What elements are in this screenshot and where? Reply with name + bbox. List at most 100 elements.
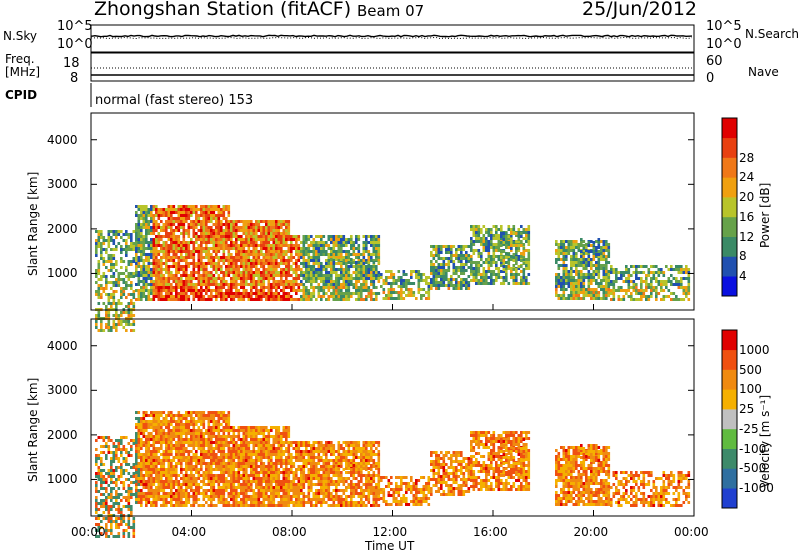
heatmap-cell [145,268,148,271]
heatmap-cell [112,302,116,305]
heatmap-cell [352,283,356,286]
heatmap-cell [127,463,131,466]
noise-panel-frame [90,24,695,53]
heatmap-cell [205,280,208,283]
heatmap-cell [130,475,133,478]
heatmap-cell [467,245,471,248]
heatmap-cell [335,283,338,286]
heatmap-cell [292,268,296,271]
heatmap-cell [605,273,608,276]
heatmap-cell [565,267,568,270]
heatmap-cell [192,295,196,298]
heatmap-cell [185,435,188,438]
heatmap-cell [680,283,683,286]
heatmap-cell [167,274,171,277]
heatmap-cell [112,445,116,448]
heatmap-cell [127,478,131,481]
heatmap-cell [567,276,571,279]
heatmap-cell [105,457,108,460]
heatmap-cell [117,493,121,496]
heatmap-cell [172,253,176,256]
heatmap-cell [440,281,443,284]
heatmap-cell [562,264,566,267]
heatmap-cell [410,294,413,297]
heatmap-cell [187,283,191,286]
heatmap-cell [125,239,128,242]
heatmap-cell [220,238,223,241]
heatmap-cell [282,289,286,292]
heatmap-cell [320,244,323,247]
heatmap-cell [140,417,143,420]
heatmap-cell [472,240,476,243]
heatmap-cell [262,220,266,223]
heatmap-cell [452,287,456,290]
heatmap-cell [340,298,343,301]
heatmap-cell [162,501,166,504]
heatmap-cell [150,456,153,459]
heatmap-cell [167,414,171,417]
heatmap-cell [170,283,173,286]
heatmap-cell [170,450,173,453]
heatmap-cell [95,448,98,451]
heatmap-cell [210,208,213,211]
heatmap-cell [132,296,136,299]
heatmap-cell [200,414,203,417]
heatmap-cell [170,420,173,423]
heatmap-cell [112,442,116,445]
heatmap-cell [562,255,566,258]
heatmap-cell [175,483,178,486]
heatmap-cell [160,262,163,265]
heatmap-cell [587,255,591,258]
heatmap-cell [165,447,168,450]
heatmap-cell [432,269,436,272]
heatmap-cell [195,429,198,432]
heatmap-cell [115,520,118,523]
heatmap-cell [292,283,296,286]
heatmap-cell [217,232,221,235]
heatmap-cell [587,244,591,247]
heatmap-cell [197,447,201,450]
heatmap-cell [245,280,248,283]
heatmap-cell [112,520,116,523]
heatmap-cell [645,298,648,301]
heatmap-cell [190,277,193,280]
heatmap-cell [590,264,593,267]
heatmap-cell [187,501,191,504]
heatmap-cell [175,429,178,432]
heatmap-cell [255,238,258,241]
heatmap-cell [562,297,566,300]
heatmap-cell [270,292,273,295]
heatmap-cell [187,211,191,214]
heatmap-cell [120,311,123,314]
heatmap-cell [177,286,181,289]
heatmap-cell [190,292,193,295]
heatmap-cell [182,223,186,226]
heatmap-cell [215,286,218,289]
heatmap-cell [95,517,98,520]
heatmap-cell [585,264,588,267]
heatmap-cell [100,478,103,481]
heatmap-cell [230,238,233,241]
heatmap-cell [290,259,293,262]
heatmap-cell [150,268,153,271]
heatmap-cell [95,457,98,460]
heatmap-cell [585,249,588,252]
heatmap-cell [195,423,198,426]
heatmap-cell [350,283,353,286]
heatmap-cell [340,258,343,261]
heatmap-cell [652,274,656,277]
heatmap-cell [452,278,456,281]
heatmap-cell [565,246,568,249]
heatmap-cell [255,226,258,229]
heatmap-cell [185,256,188,259]
heatmap-cell [265,241,268,244]
heatmap-cell [192,459,196,462]
heatmap-cell [205,444,208,447]
heatmap-cell [592,291,596,294]
heatmap-cell [595,246,598,249]
heatmap-cell [222,274,226,277]
heatmap-cell [107,448,111,451]
heatmap-cell [160,208,163,211]
heatmap-cell [232,298,236,301]
heatmap-cell [145,238,148,241]
